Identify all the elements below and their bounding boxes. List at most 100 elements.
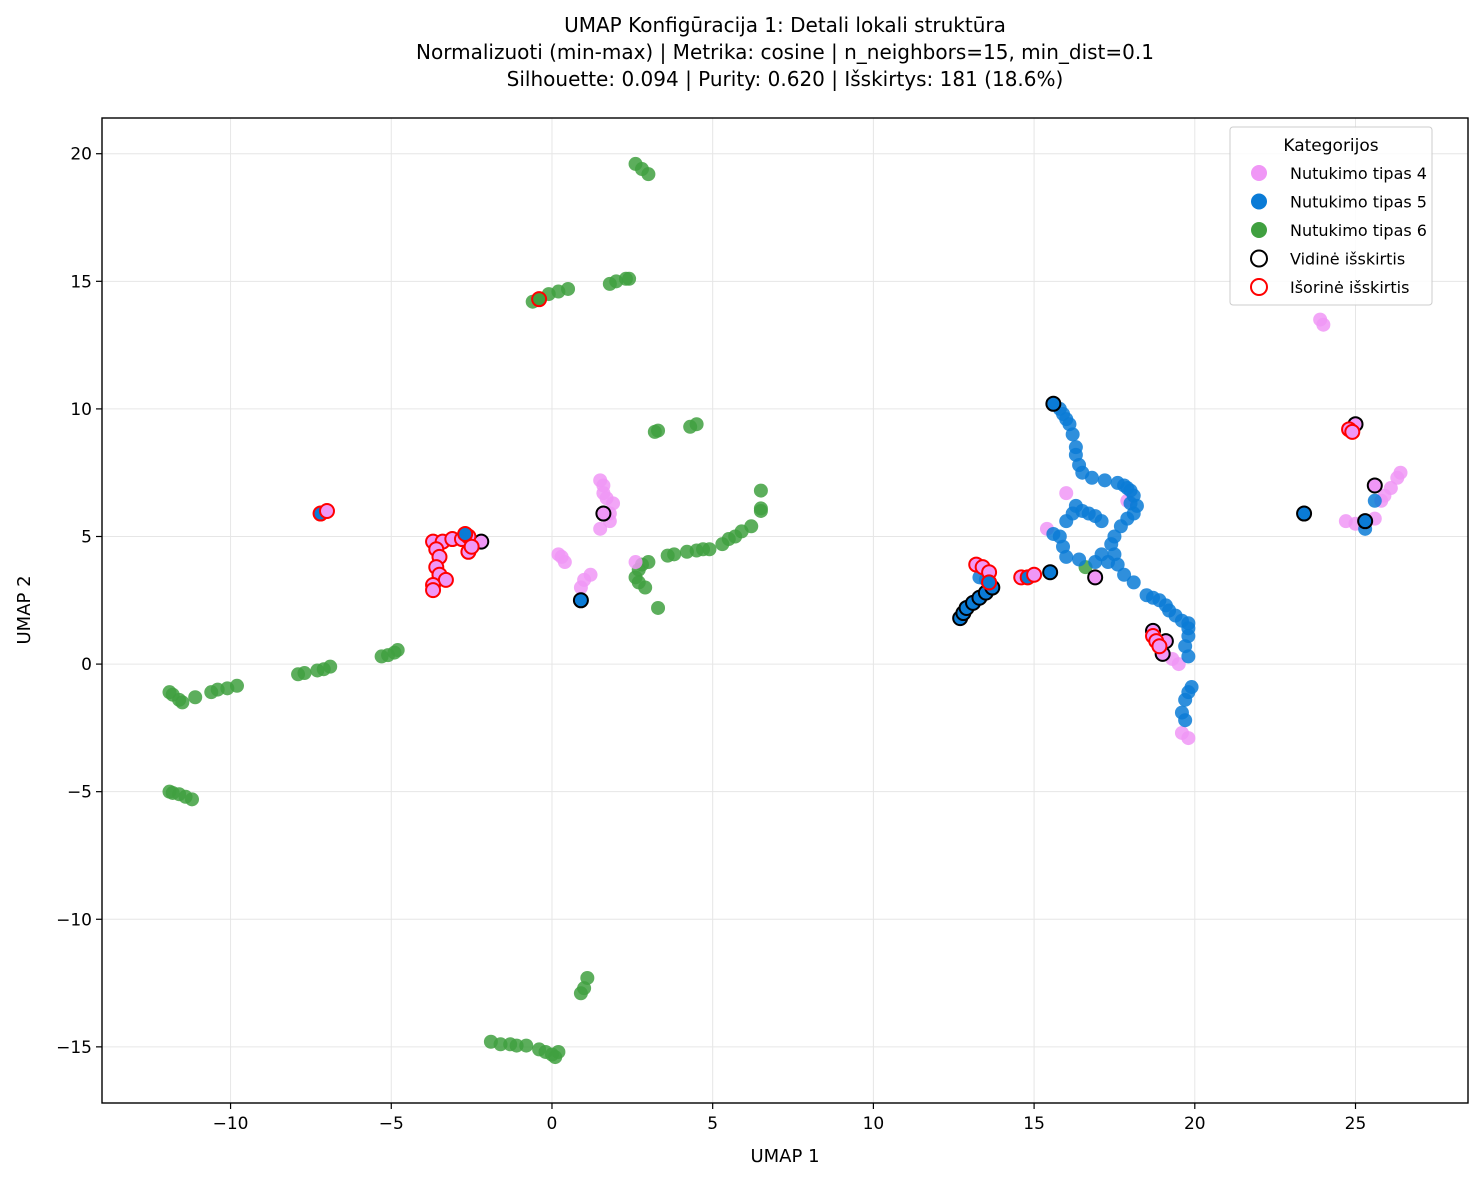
y-axis-title: UMAP 2 — [14, 575, 35, 644]
y-tick-label: −15 — [56, 1038, 92, 1058]
data-point — [297, 666, 312, 681]
data-point — [557, 555, 572, 570]
data-point — [628, 555, 643, 570]
data-point — [1097, 473, 1112, 488]
data-point — [323, 659, 338, 674]
chart-title-line-1: UMAP Konfigūracija 1: Detali lokali stru… — [564, 13, 1006, 37]
data-point — [1316, 317, 1331, 332]
data-point — [1072, 552, 1087, 567]
data-point — [551, 1044, 566, 1059]
x-tick-label: 10 — [863, 1114, 885, 1134]
outlier-point — [425, 582, 442, 599]
legend-label: Vidinė išskirtis — [1290, 250, 1405, 269]
outlier-point — [595, 505, 612, 522]
outlier-point — [457, 525, 474, 542]
data-point — [622, 271, 637, 286]
y-axis-ticks: −15 −10 −5 0 5 10 15 20 — [56, 145, 102, 1058]
legend-label: Išorinė išskirtis — [1290, 278, 1409, 297]
data-point — [651, 600, 666, 615]
plot-frame — [101, 117, 1469, 1104]
outlier-point — [1087, 569, 1104, 586]
data-point — [689, 417, 704, 432]
data-point — [660, 548, 675, 563]
outlier-point — [1045, 395, 1062, 412]
outlier-point — [572, 592, 589, 609]
data-point — [679, 544, 694, 559]
legend-marker — [1250, 249, 1268, 268]
y-tick-label: 5 — [81, 527, 92, 547]
data-point — [519, 1038, 534, 1053]
data-point — [1084, 470, 1099, 485]
outlier-point — [1357, 513, 1374, 530]
data-point — [1367, 493, 1382, 508]
data-points — [162, 156, 1408, 1065]
outlier-point — [981, 574, 998, 591]
data-point — [593, 521, 608, 536]
data-point — [1101, 555, 1116, 570]
data-point — [1059, 514, 1074, 529]
data-point — [1065, 427, 1080, 442]
legend-marker — [1251, 222, 1267, 238]
outlier-point — [318, 502, 335, 519]
data-point — [561, 281, 576, 296]
y-tick-label: 0 — [81, 655, 92, 675]
data-point — [641, 167, 656, 182]
y-tick-label: 10 — [70, 400, 92, 420]
data-point — [1178, 692, 1193, 707]
data-point — [638, 580, 653, 595]
data-point — [1178, 713, 1193, 728]
outlier-points — [312, 291, 1383, 662]
outlier-point — [531, 291, 548, 308]
y-tick-label: −5 — [67, 783, 92, 803]
x-tick-label: −5 — [379, 1114, 404, 1134]
data-point — [1171, 657, 1186, 672]
data-point — [1113, 519, 1128, 534]
legend-marker — [1251, 193, 1267, 210]
y-tick-label: 15 — [70, 272, 92, 292]
data-point — [651, 423, 666, 438]
y-tick-label: −10 — [56, 910, 92, 930]
data-point — [229, 678, 244, 693]
x-tick-label: 0 — [547, 1114, 558, 1134]
outlier-point — [1151, 638, 1168, 655]
data-point — [188, 690, 203, 705]
outlier-point — [1344, 423, 1361, 440]
outlier-point — [1296, 505, 1313, 522]
x-tick-label: 5 — [707, 1114, 718, 1134]
x-tick-label: 25 — [1345, 1114, 1367, 1134]
x-tick-label: 20 — [1184, 1114, 1206, 1134]
chart-title-line-3: Silhouette: 0.094 | Purity: 0.620 | Išsk… — [507, 67, 1064, 91]
chart-title-line-2: Normalizuoti (min-max) | Metrika: cosine… — [416, 40, 1154, 64]
data-point — [1126, 575, 1141, 590]
x-axis-title: UMAP 1 — [750, 1146, 819, 1167]
legend-label: Nutukimo tipas 5 — [1290, 193, 1427, 212]
outlier-point — [1042, 564, 1059, 581]
legend-label: Nutukimo tipas 6 — [1290, 221, 1427, 240]
x-tick-label: −10 — [213, 1114, 249, 1134]
x-axis-ticks: −10 −5 0 5 10 15 20 25 — [213, 1103, 1367, 1134]
outlier-point — [1026, 566, 1043, 583]
legend-marker — [1250, 278, 1268, 296]
data-point — [184, 792, 199, 807]
legend-marker — [1251, 165, 1267, 181]
data-point — [1059, 486, 1074, 501]
data-point — [390, 643, 405, 658]
data-point — [509, 1038, 524, 1053]
x-tick-label: 15 — [1023, 1114, 1045, 1134]
data-point — [753, 483, 768, 498]
data-point — [1383, 481, 1398, 496]
data-point — [493, 1037, 508, 1052]
data-point — [573, 580, 588, 595]
data-point — [1117, 567, 1132, 582]
outlier-point — [463, 538, 480, 555]
legend-title: Kategorijos — [1283, 136, 1378, 156]
data-point — [753, 503, 768, 518]
data-point — [715, 537, 730, 552]
y-tick-label: 20 — [70, 145, 92, 165]
data-point — [175, 695, 190, 710]
data-point — [1393, 465, 1408, 480]
data-point — [580, 970, 595, 985]
legend-entries: Nutukimo tipas 4 Nutukimo tipas 5 Nutukimo… — [1250, 164, 1427, 297]
